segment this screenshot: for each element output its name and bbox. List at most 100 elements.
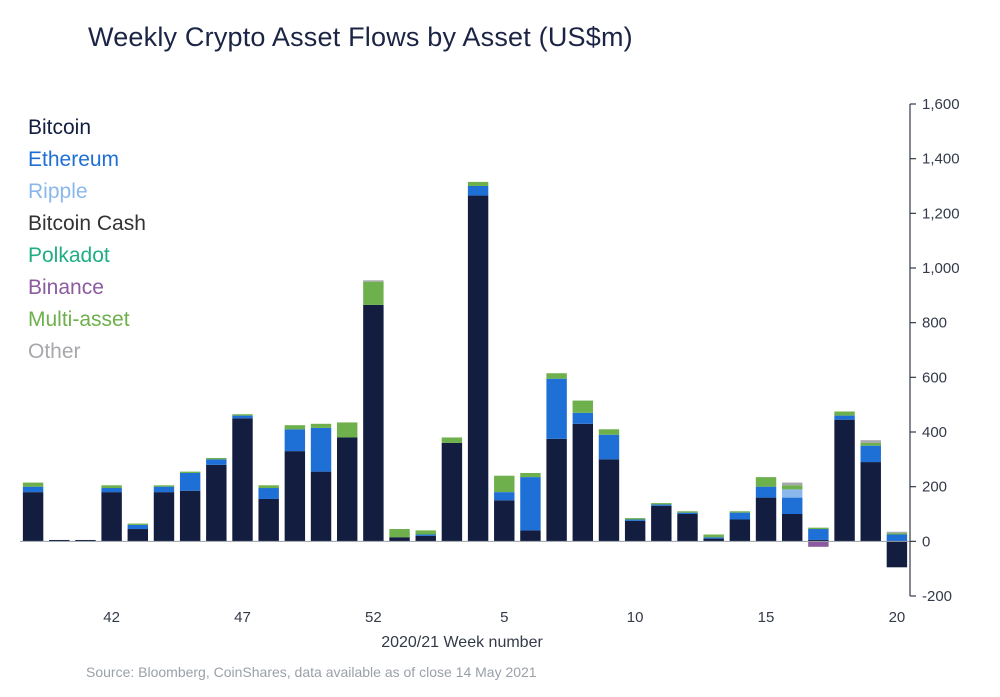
- y-tick-label: 600: [922, 369, 947, 386]
- bar-binance-30: [808, 541, 829, 547]
- y-tick-label: 1,600: [922, 96, 960, 113]
- bar-multi-asset-17: [467, 181, 489, 186]
- bar-ethereum-33: [886, 534, 908, 542]
- bar-bitcoin-16: [441, 442, 463, 542]
- bar-multi-asset-19: [520, 473, 541, 478]
- bar-multi-asset-3: [101, 485, 122, 489]
- bar-ethereum-31: [834, 415, 855, 420]
- bar-bitcoin-30: [808, 539, 829, 542]
- bar-ripple-29: [782, 489, 803, 498]
- bar-ethereum-27: [729, 512, 751, 520]
- legend-item-bitcoin: Bitcoin: [28, 116, 92, 139]
- bar-ethereum-32: [860, 445, 881, 463]
- bar-other-32: [860, 440, 881, 443]
- x-tick-label: 52: [365, 609, 382, 626]
- bar-multi-asset-6: [179, 471, 201, 473]
- bar-multi-asset-8: [232, 414, 253, 416]
- bar-multi-asset-27: [729, 511, 751, 513]
- y-tick-label: 0: [922, 533, 930, 550]
- bar-bitcoin-28: [755, 497, 777, 542]
- bar-ethereum-17: [467, 186, 489, 196]
- bar-bitcoin-19: [520, 530, 541, 542]
- bar-multi-asset-4: [127, 523, 149, 525]
- y-tick-label: 200: [922, 479, 947, 496]
- bar-bitcoin-7: [206, 464, 227, 542]
- bar-ethereum-24: [651, 504, 672, 506]
- legend-item-multi-asset: Multi-asset: [28, 308, 130, 331]
- bar-bitcoin-27: [729, 519, 751, 542]
- legend-item-ripple: Ripple: [28, 180, 88, 203]
- bar-bitcoin-18: [494, 500, 515, 542]
- bar-other-33: [886, 531, 908, 534]
- y-tick-label: 1,000: [922, 260, 960, 277]
- x-axis-title: 2020/21 Week number: [381, 634, 543, 651]
- bar-multi-asset-30: [808, 527, 829, 530]
- bar-multi-asset-32: [860, 442, 881, 446]
- bar-bitcoin-33: [886, 541, 908, 568]
- bar-ethereum-5: [153, 486, 175, 493]
- bar-bitcoin-2: [75, 539, 96, 542]
- bar-bitcoin-11: [310, 471, 332, 542]
- bar-bitcoin-23: [624, 520, 646, 542]
- bar-bitcoin-31: [834, 419, 855, 542]
- bar-ethereum-19: [520, 477, 541, 531]
- bar-multi-asset-33: [886, 533, 908, 535]
- y-tick-label: 1,200: [922, 205, 960, 222]
- bar-bitcoin-22: [598, 459, 620, 542]
- bar-bitcoin-3: [101, 492, 122, 542]
- bar-bitcoin-21: [572, 423, 594, 542]
- bar-multi-asset-11: [310, 423, 332, 428]
- bar-multi-asset-18: [494, 475, 515, 493]
- chart-title: Weekly Crypto Asset Flows by Asset (US$m…: [88, 22, 633, 52]
- bar-ethereum-20: [546, 378, 567, 439]
- bar-bitcoin-8: [232, 418, 253, 542]
- y-tick-label: 800: [922, 315, 947, 332]
- bar-bitcoin-17: [467, 195, 489, 542]
- bar-other-13: [363, 280, 384, 282]
- bar-bitcoin-4: [127, 529, 149, 542]
- y-axis: -200 0 200 400 600 800 1,000 1,200 1,400 1,600: [910, 96, 960, 605]
- bar-multi-asset-5: [153, 485, 175, 487]
- bar-bitcoin-25: [677, 514, 698, 542]
- bar-ethereum-29: [782, 497, 803, 514]
- legend-item-ethereum: Ethereum: [28, 148, 120, 171]
- bar-ethereum-28: [755, 486, 777, 498]
- bar-multi-asset-7: [206, 457, 227, 460]
- bar-ethereum-25: [677, 512, 698, 514]
- bar-ethereum-7: [206, 459, 227, 465]
- bar-bitcoin-29: [782, 514, 803, 542]
- bar-multi-asset-26: [703, 534, 724, 538]
- bar-bitcoin-0: [22, 492, 44, 542]
- bar-ethereum-18: [494, 492, 515, 501]
- bars-group: [22, 181, 908, 568]
- bar-ethereum-4: [127, 524, 149, 530]
- bar-bitcoin-10: [284, 451, 306, 542]
- bar-ethereum-3: [101, 488, 122, 493]
- bar-multi-asset-14: [389, 529, 410, 538]
- bar-multi-asset-12: [337, 422, 358, 438]
- bar-multi-asset-25: [677, 511, 698, 513]
- bar-ethereum-26: [703, 537, 724, 539]
- bar-multi-asset-10: [284, 425, 306, 430]
- bar-multi-asset-23: [624, 518, 646, 520]
- bar-bitcoin-26: [703, 538, 724, 542]
- bar-ethereum-6: [179, 473, 201, 491]
- bar-bitcoin-9: [258, 498, 279, 542]
- bar-ethereum-15: [415, 534, 436, 536]
- bar-multi-asset-28: [755, 477, 777, 487]
- bar-bitcoin-1: [49, 539, 70, 542]
- bar-multi-asset-9: [258, 485, 279, 489]
- x-tick-label: 5: [500, 609, 508, 626]
- bar-multi-asset-21: [572, 400, 594, 413]
- x-tick-label: 47: [234, 609, 251, 626]
- bar-multi-asset-16: [441, 437, 463, 443]
- bar-other-29: [782, 482, 803, 486]
- y-tick-label: 400: [922, 424, 947, 441]
- bar-bitcoin-14: [389, 537, 410, 542]
- bar-ethereum-21: [572, 412, 594, 424]
- bar-bitcoin-12: [337, 437, 358, 542]
- bar-bitcoin-24: [651, 505, 672, 542]
- bar-multi-asset-13: [363, 281, 384, 305]
- bar-bitcoin-13: [363, 304, 384, 542]
